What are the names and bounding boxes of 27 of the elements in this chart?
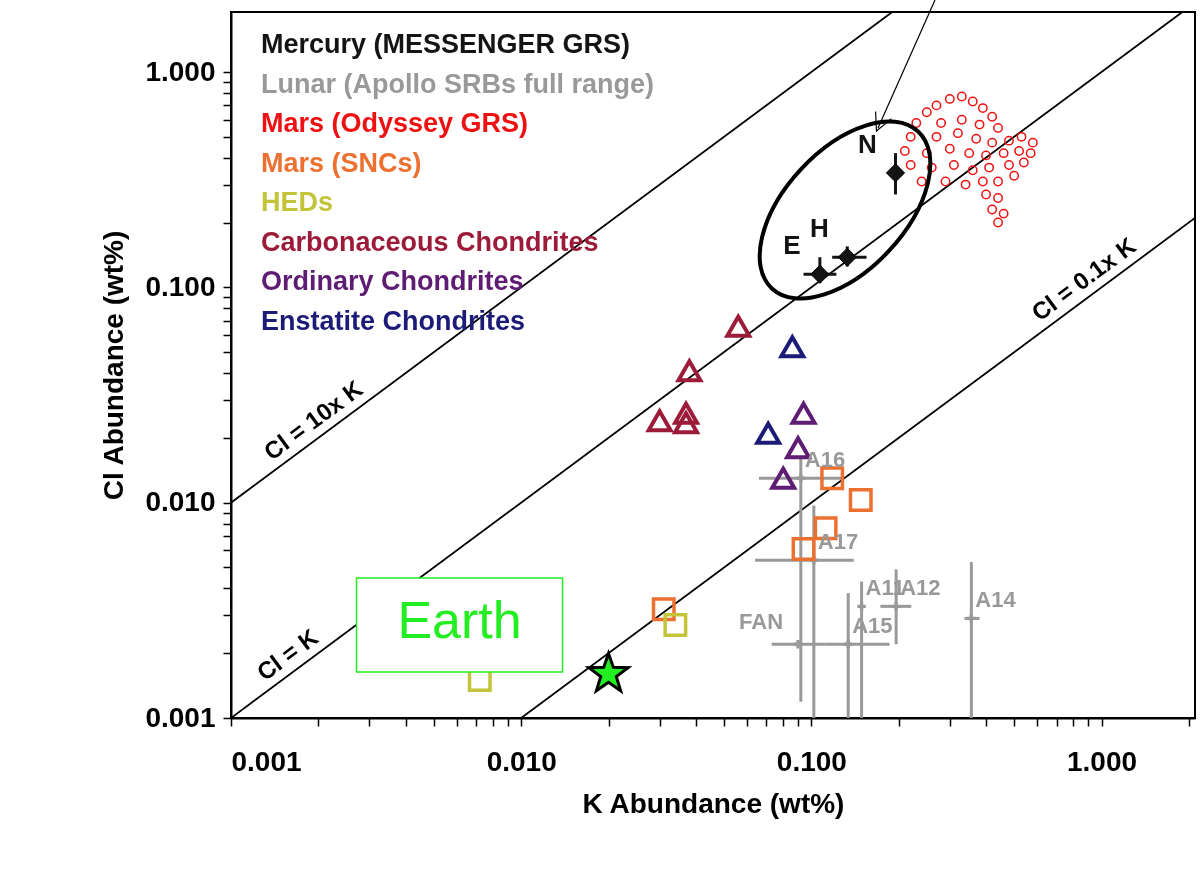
text: Cl = K [251,622,324,686]
x-axis-title: K Abundance (wt%) [582,787,845,819]
x-tick-label: 0.010 [486,745,557,777]
y-tick-label: 0.010 [145,486,216,518]
data-label: A14 [975,587,1017,613]
text: Mars (SNCs) [261,147,422,178]
x-tick-label: 1.000 [1066,745,1138,777]
text: Ordinary Chondrites [261,266,524,296]
y-axis-title: Cl Abundance (wt%) [98,230,130,501]
data-label: A17 [817,529,859,555]
data-label: H [809,213,829,244]
text: Mars (Odyssey GRS) [261,108,529,138]
text: Cl = 10x K [258,374,369,466]
y-tick-label: 0.100 [145,270,216,302]
x-tick-label: 0.100 [776,745,847,777]
x-tick-label: 0.001 [231,745,302,777]
data-label: Earth [397,591,522,650]
data-label: FAN [739,609,784,635]
data-label: A16 [804,447,846,473]
data-label: N [858,128,877,159]
data-label: E [783,230,801,261]
y-tick-label: 1.000 [145,55,216,87]
text: Cl = 0.1x K [1026,231,1142,327]
y-tick-label: 0.001 [145,701,216,733]
text: HEDs [261,187,334,217]
text: Mercury (MESSENGER GRS) [261,29,631,59]
text: Lunar (Apollo SRBs full range) [261,68,655,99]
